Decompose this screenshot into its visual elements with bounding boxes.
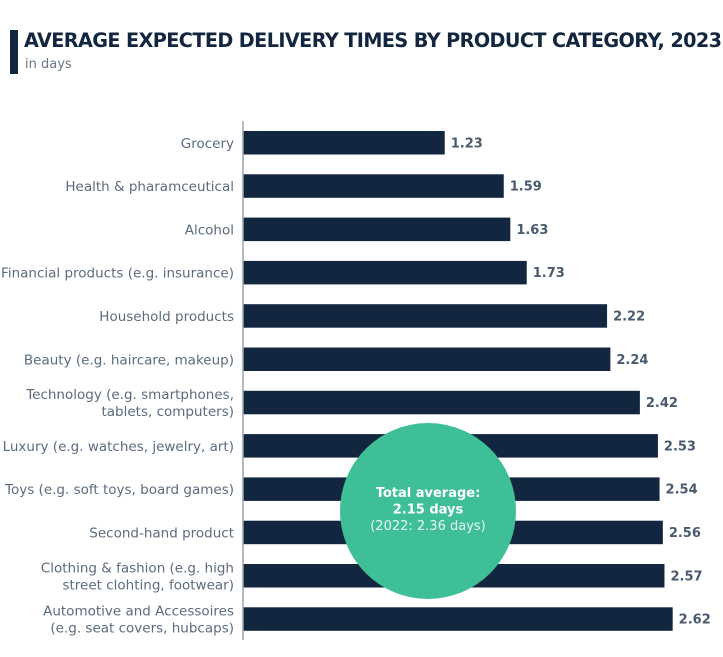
annotation-comparison: (2022: 2.36 days) <box>370 519 486 534</box>
chart-title: AVERAGE EXPECTED DELIVERY TIMES BY PRODU… <box>24 29 722 52</box>
annotation-value: 2.15 days <box>393 503 464 518</box>
category-label: Clothing & fashion (e.g. high street cloh… <box>41 560 234 593</box>
category-label: Luxury (e.g. watches, jewelry, art) <box>3 439 234 455</box>
category-labels: Grocery Health & pharamceutical Alcohol Fin… <box>1 136 234 637</box>
title-accent-bar <box>10 30 18 74</box>
category-label: Grocery <box>181 136 234 152</box>
value-label: 2.57 <box>670 569 702 584</box>
value-label: 2.54 <box>666 483 698 498</box>
value-label: 2.42 <box>646 396 678 411</box>
category-label: Automotive and Accessoires (e.g. seat cov… <box>43 604 234 637</box>
total-average-annotation: Total average: 2.15 days(2022: 2.36 days) <box>340 423 516 599</box>
category-label: Health & pharamceutical <box>65 179 234 195</box>
category-label: Technology (e.g. smartphones, tablets, co… <box>25 387 234 420</box>
bar <box>243 607 673 631</box>
value-label: 2.62 <box>679 613 711 628</box>
value-label: 1.63 <box>516 223 548 238</box>
category-label: Toys (e.g. soft toys, board games) <box>4 482 234 498</box>
value-label: 1.23 <box>451 136 483 151</box>
bar <box>243 174 504 198</box>
bar <box>243 390 640 415</box>
bar <box>243 304 608 328</box>
category-label: Household products <box>99 309 234 325</box>
value-labels: 1.23 1.59 1.63 1.73 2.22 2.24 2.42 2.53 2.54 2.56… <box>451 136 711 627</box>
total-average-circle <box>340 423 516 599</box>
value-label: 2.22 <box>613 309 645 324</box>
value-label: 2.56 <box>669 526 701 541</box>
value-label: 2.24 <box>616 353 648 368</box>
value-label: 1.59 <box>510 180 542 195</box>
value-label: 2.53 <box>664 439 696 454</box>
bar <box>243 131 445 155</box>
bar <box>243 217 511 242</box>
category-label: Second-hand product <box>89 525 234 541</box>
bar <box>243 260 527 285</box>
chart-subtitle: in days <box>25 57 72 72</box>
category-label: Alcohol <box>185 222 234 238</box>
annotation-heading: Total average: <box>376 486 481 501</box>
value-label: 1.73 <box>533 266 565 281</box>
bar <box>243 347 611 371</box>
category-label: Beauty (e.g. haircare, makeup) <box>24 352 234 368</box>
category-label: Financial products (e.g. insurance) <box>1 266 234 282</box>
